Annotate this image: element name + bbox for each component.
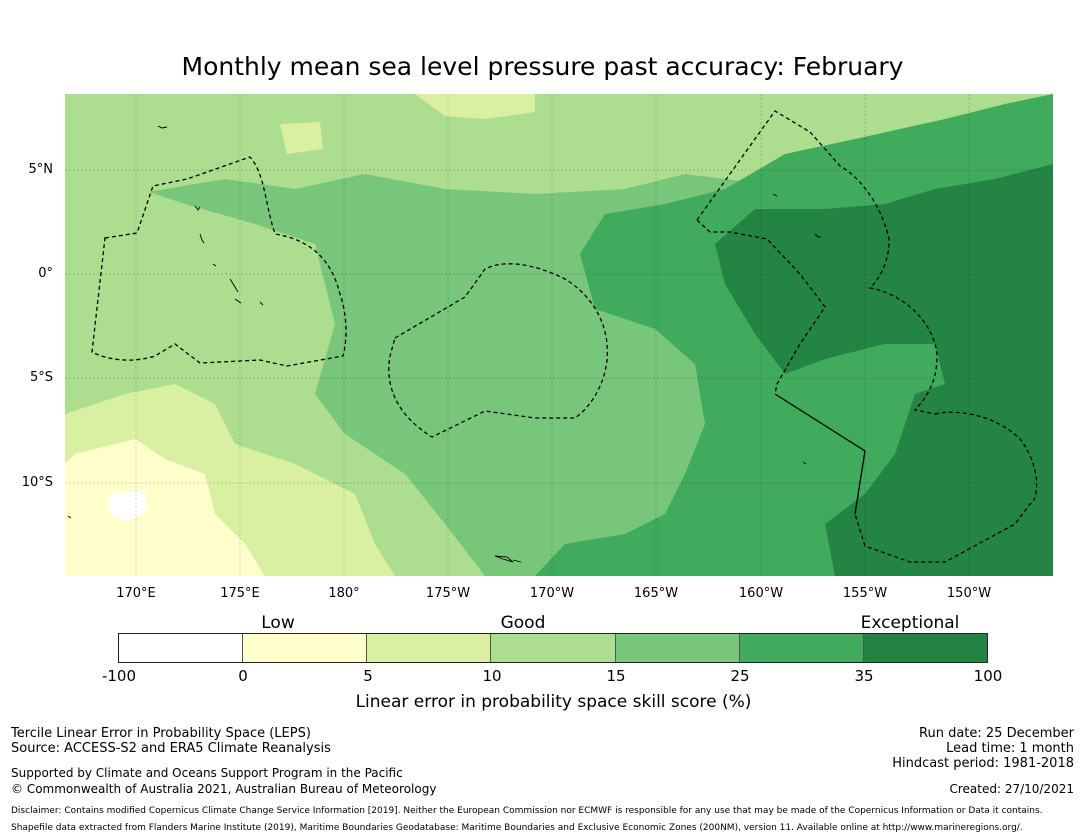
chart-title: Monthly mean sea level pressure past acc…	[181, 52, 904, 81]
footer-run-date: Run date: 25 December	[919, 726, 1074, 741]
island-9	[512, 559, 522, 563]
footer-shapefile: Shapefile data extracted from Flanders M…	[11, 823, 1023, 833]
island-4	[212, 263, 217, 267]
footer-created: Created: 27/10/2021	[949, 782, 1074, 796]
lon-label: 170°W	[529, 586, 575, 601]
eez-central	[388, 263, 609, 438]
colorbar-tick: 10	[482, 667, 502, 685]
lon-label: 175°E	[220, 586, 260, 601]
skill-score-map	[65, 94, 1053, 576]
island-7	[259, 301, 264, 306]
island-11	[814, 233, 821, 238]
colorbar-tick: 0	[238, 667, 248, 685]
colorbar-tick: 35	[854, 667, 874, 685]
colorbar-segment	[863, 634, 987, 662]
eez-east-north	[696, 110, 938, 415]
colorbar-tick: -100	[101, 667, 137, 685]
lon-label: 165°W	[633, 586, 679, 601]
lat-label: 10°S	[21, 475, 53, 490]
region-low	[65, 439, 265, 576]
island-3	[199, 233, 205, 244]
region-fair-islet	[280, 122, 323, 154]
legend-category: Good	[500, 613, 546, 633]
lon-label: 170°E	[116, 586, 156, 601]
island-2	[194, 205, 201, 211]
colorbar	[118, 633, 988, 663]
colorbar-tick: 5	[363, 667, 373, 685]
colorbar-tick: 15	[606, 667, 626, 685]
colorbar-segment	[119, 634, 244, 662]
island-6	[234, 298, 242, 304]
colorbar-segment	[243, 634, 368, 662]
island-1	[157, 125, 168, 129]
islands	[67, 125, 821, 563]
footer-lead-time: Lead time: 1 month	[946, 741, 1074, 756]
colorbar-label: Linear error in probability space skill …	[355, 692, 752, 712]
colorbar-segment	[615, 634, 740, 662]
lon-label: 155°W	[842, 586, 888, 601]
lon-label: 175°W	[425, 586, 471, 601]
graticule	[65, 94, 1053, 576]
island-13	[67, 515, 72, 519]
maritime-boundaries	[91, 110, 1038, 563]
eez-solid	[774, 393, 866, 515]
colorbar-tick: 25	[730, 667, 750, 685]
lat-label: 0°	[38, 266, 53, 281]
region-exceptional	[715, 164, 1053, 576]
lat-label: 5°N	[28, 162, 54, 177]
footer-copyright: © Commonwealth of Australia 2021, Austra…	[11, 782, 437, 796]
island-8	[494, 555, 514, 563]
colorbar-segment	[491, 634, 616, 662]
colorbar-segment	[739, 634, 864, 662]
lon-label: 180°	[328, 586, 360, 601]
footer-support: Supported by Climate and Oceans Support …	[11, 766, 403, 780]
footer-hindcast: Hindcast period: 1981-2018	[892, 756, 1074, 771]
eez-east-south	[854, 411, 1038, 563]
lon-label: 150°W	[946, 586, 992, 601]
footer-source: Source: ACCESS-S2 and ERA5 Climate Reana…	[11, 741, 331, 756]
region-negative	[109, 490, 147, 522]
eez-tuvalu-kiribati-west	[91, 156, 347, 367]
island-5	[229, 278, 239, 293]
island-10	[772, 193, 778, 197]
lon-label: 160°W	[738, 586, 784, 601]
colorbar-segment	[367, 634, 492, 662]
footer-disclaimer: Disclaimer: Contains modified Copernicus…	[11, 806, 1043, 816]
legend-category: Exceptional	[860, 613, 960, 633]
colorbar-tick: 100	[973, 667, 1003, 685]
lat-label: 5°S	[29, 370, 53, 385]
footer-method: Tercile Linear Error in Probability Spac…	[11, 726, 311, 741]
region-fair-north	[415, 94, 535, 119]
island-12	[802, 461, 807, 465]
legend-category: Low	[261, 613, 295, 633]
eez-dashed-link	[696, 219, 826, 395]
